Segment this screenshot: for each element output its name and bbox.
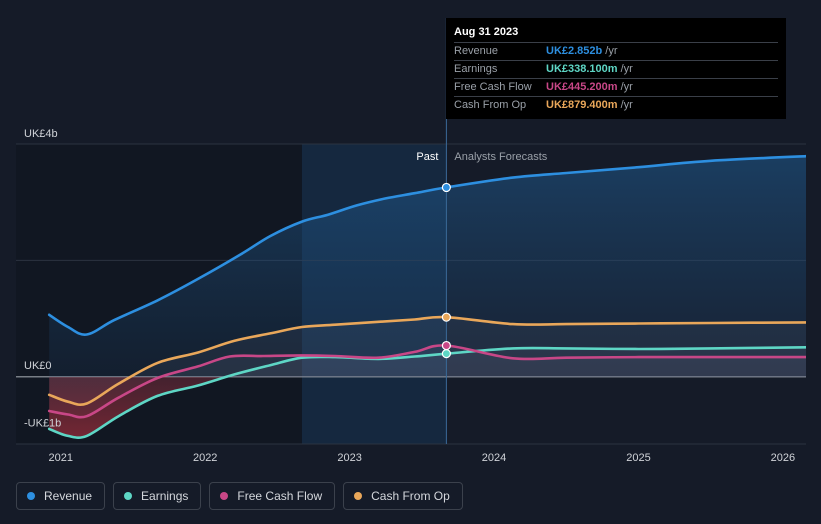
- tooltip-label: Earnings: [454, 63, 498, 75]
- y-tick-label: UK£0: [24, 360, 52, 372]
- tooltip-row-cash-from-op: Cash From Op UK£879.400m/yr: [454, 96, 778, 114]
- legend-label: Earnings: [141, 489, 189, 503]
- forecast-label: Analysts Forecasts: [454, 151, 547, 163]
- tooltip: Aug 31 2023 Revenue UK£2.852b/yr Earnings U…: [446, 18, 786, 119]
- earnings-area: [49, 347, 806, 438]
- tooltip-unit: /yr: [605, 45, 618, 57]
- y-tick-label: -UK£1b: [24, 418, 61, 430]
- negative-area: [49, 376, 806, 438]
- revenue-line: [47, 154, 806, 336]
- tooltip-value: UK£2.852b: [546, 45, 603, 57]
- y-tick-label: UK£4b: [24, 128, 58, 140]
- tooltip-row-free-cash-flow: Free Cash Flow UK£445.200m/yr: [454, 78, 778, 96]
- past-label: Past: [416, 151, 438, 163]
- legend-item-cash-from-op[interactable]: Cash From Op: [343, 482, 463, 510]
- tooltip-date: Aug 31 2023: [454, 26, 519, 38]
- tooltip-label: Revenue: [454, 45, 499, 57]
- cash-from-op-area: [49, 317, 806, 405]
- tooltip-unit: /yr: [620, 99, 633, 111]
- legend-label: Revenue: [44, 489, 93, 503]
- legend-label: Cash From Op: [371, 489, 450, 503]
- legend-item-free-cash-flow[interactable]: Free Cash Flow: [209, 482, 336, 510]
- revenue-marker: [441, 182, 451, 193]
- x-tick-label: 2025: [626, 452, 650, 464]
- tooltip-label: Free Cash Flow: [454, 81, 532, 93]
- free-cash-flow-marker: [441, 340, 451, 351]
- cash-from-op-line: [47, 315, 806, 406]
- legend-dot-icon: [354, 492, 363, 500]
- legend-item-revenue[interactable]: Revenue: [16, 482, 106, 510]
- earnings-marker: [441, 349, 451, 359]
- x-tick-label: 2024: [482, 452, 506, 464]
- free-cash-flow-line: [47, 344, 806, 419]
- free-cash-flow-area: [49, 345, 806, 418]
- x-tick-label: 2022: [193, 452, 217, 464]
- x-tick-label: 2023: [337, 452, 361, 464]
- legend-dot-icon: [220, 492, 229, 500]
- tooltip-unit: /yr: [620, 81, 633, 93]
- legend-label: Free Cash Flow: [237, 489, 323, 503]
- tooltip-row-earnings: Earnings UK£338.100m/yr: [454, 60, 778, 78]
- tooltip-value: UK£445.200m: [546, 81, 618, 93]
- legend-item-earnings[interactable]: Earnings: [113, 482, 202, 510]
- tooltip-row-revenue: Revenue UK£2.852b/yr: [454, 42, 778, 60]
- x-tick-label: 2026: [771, 452, 795, 464]
- x-tick-label: 2021: [49, 452, 73, 464]
- revenue-area: [49, 156, 806, 377]
- legend: Revenue Earnings Free Cash Flow Cash From O…: [16, 482, 463, 512]
- tooltip-value: UK£338.100m: [546, 63, 618, 75]
- tooltip-unit: /yr: [620, 63, 633, 75]
- legend-dot-icon: [124, 492, 133, 500]
- tooltip-label: Cash From Op: [454, 99, 527, 111]
- cash-from-op-marker: [441, 312, 451, 322]
- tooltip-value: UK£879.400m: [546, 99, 618, 111]
- legend-dot-icon: [27, 492, 35, 500]
